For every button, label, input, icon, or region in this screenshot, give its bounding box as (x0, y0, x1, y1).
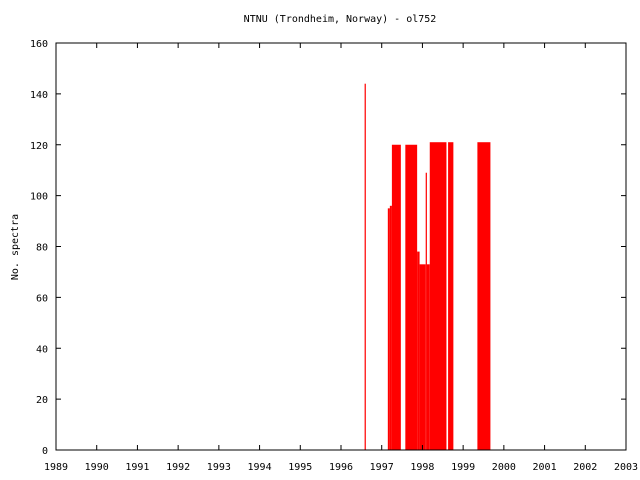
bar (419, 264, 426, 450)
bar (426, 264, 430, 450)
bar (429, 142, 447, 450)
bar (364, 83, 366, 450)
plot-frame (55, 42, 627, 451)
y-tick-label: 0 (42, 446, 48, 457)
bar (389, 205, 392, 450)
bar (417, 251, 420, 450)
x-tick-label: 2002 (573, 462, 597, 473)
x-tick-label: 1998 (410, 462, 434, 473)
y-tick-label: 140 (30, 90, 48, 101)
x-tick-label: 1994 (248, 462, 272, 473)
bar (391, 144, 401, 450)
bars-layer (364, 83, 491, 451)
x-tick-label: 1999 (451, 462, 475, 473)
bar (425, 172, 427, 451)
y-tick-label: 100 (30, 192, 48, 203)
bar (387, 208, 390, 450)
y-tick-label: 160 (30, 39, 48, 50)
x-tick-label: 1989 (44, 462, 68, 473)
bar (448, 142, 454, 450)
x-tick-label: 1993 (207, 462, 231, 473)
chart-title: NTNU (Trondheim, Norway) - ol752 (244, 14, 437, 25)
x-tick-label: 1997 (370, 462, 394, 473)
bar (477, 142, 491, 450)
x-tick-label: 2001 (533, 462, 557, 473)
x-tick-label: 1996 (329, 462, 353, 473)
y-tick-label: 40 (36, 344, 48, 355)
y-tick-label: 60 (36, 293, 48, 304)
x-tick-label: 1990 (85, 462, 109, 473)
y-tick-label: 80 (36, 243, 48, 254)
x-tick-label: 1991 (125, 462, 149, 473)
y-axis-label: No. spectra (10, 214, 21, 280)
x-tick-label: 1995 (288, 462, 312, 473)
axis-layer: 0 20 40 60 80 100 120 140 160 1989 1990 1991 1992 199… (30, 39, 638, 473)
y-tick-label: 120 (30, 141, 48, 152)
bar (405, 144, 418, 450)
x-tick-label: 1992 (166, 462, 190, 473)
x-tick-label: 2003 (614, 462, 638, 473)
x-tick-label: 2000 (492, 462, 516, 473)
y-tick-label: 20 (36, 395, 48, 406)
